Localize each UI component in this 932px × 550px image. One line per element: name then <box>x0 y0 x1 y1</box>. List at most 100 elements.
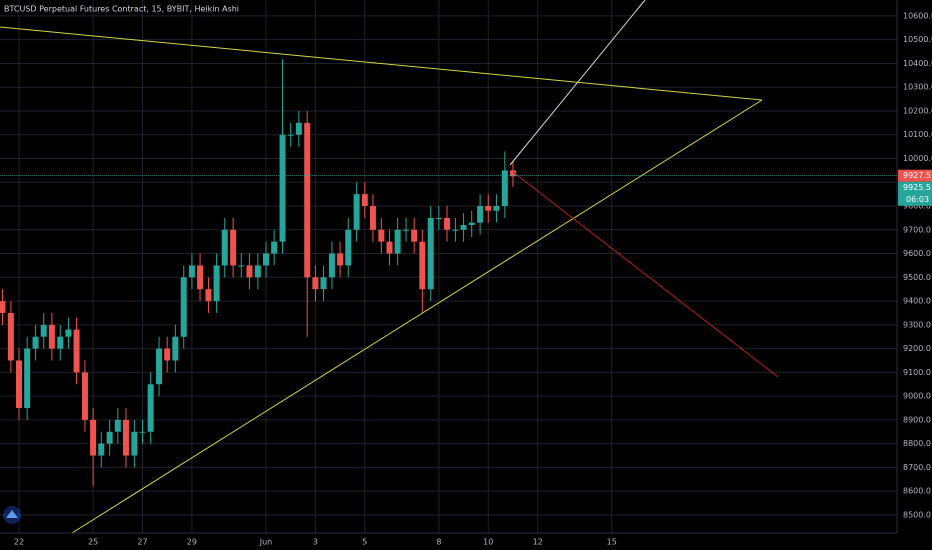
candle-body <box>369 206 376 230</box>
candle-body <box>287 134 294 136</box>
y-tick-label: 9600.0 <box>903 249 931 258</box>
candle-body <box>271 241 278 254</box>
mark-price-label: 9925.5 <box>903 183 931 192</box>
y-tick-label: 10600.0 <box>903 11 932 20</box>
x-tick-label: 5 <box>362 538 367 547</box>
x-tick-label: 10 <box>483 538 493 547</box>
last-price-tag <box>898 169 932 182</box>
trendline-upper[interactable] <box>0 26 763 101</box>
y-tick-label: 9100.0 <box>903 368 931 377</box>
candle-body <box>40 324 47 337</box>
candle-body <box>295 122 302 135</box>
x-tick-label: 15 <box>607 538 617 547</box>
candle-body <box>238 265 245 267</box>
candle-body <box>0 301 6 313</box>
y-tick-label: 8700.0 <box>903 463 931 472</box>
candle-body <box>328 253 335 278</box>
axes: 8500.0 8600.0 8700.0 8800.0 8900.0 9000.0 9100… <box>0 11 932 547</box>
y-tick-label: 9500.0 <box>903 273 931 282</box>
y-tick-label: 8800.0 <box>903 439 931 448</box>
last-price-label: 9927.5 <box>903 171 931 180</box>
x-tick-label: 8 <box>436 538 441 547</box>
candle-body <box>279 134 286 242</box>
candle-body <box>48 324 55 349</box>
x-tick-label: 27 <box>137 538 147 547</box>
candle-body <box>419 241 426 290</box>
y-tick-label: 10100.0 <box>903 130 932 139</box>
y-tick-label: 8900.0 <box>903 415 931 424</box>
candle-body <box>164 348 171 361</box>
candle-body <box>386 241 393 254</box>
candle-body <box>403 229 410 231</box>
price-axis <box>897 0 932 550</box>
candle-body <box>468 222 475 226</box>
candle-body <box>262 253 269 266</box>
y-tick-label: 10300.0 <box>903 83 932 92</box>
x-tick-label: 3 <box>313 538 318 547</box>
y-tick-label: 10400.0 <box>903 59 932 68</box>
candle-body <box>32 336 39 349</box>
y-tick-label: 8500.0 <box>903 510 931 519</box>
candle-body <box>57 336 64 349</box>
candle-body <box>24 348 31 409</box>
chart-title: BTCUSD Perpetual Futures Contract, 15, B… <box>4 5 239 14</box>
candle-body <box>197 265 204 290</box>
candle-body <box>485 206 492 211</box>
projection-line-down[interactable] <box>512 171 779 378</box>
y-tick-label: 9300.0 <box>903 320 931 329</box>
logo-icon <box>6 510 18 518</box>
y-tick-label: 9200.0 <box>903 344 931 353</box>
y-tick-label: 9400.0 <box>903 297 931 306</box>
candle-body <box>254 265 261 278</box>
candle-body <box>205 289 212 302</box>
candle-body <box>444 217 451 230</box>
candle-body <box>122 419 129 456</box>
mark-price-tag <box>898 181 932 206</box>
candle-body <box>221 229 228 266</box>
candle-body <box>114 419 121 432</box>
trendline-lower[interactable] <box>71 99 763 534</box>
candle-body <box>172 336 179 361</box>
x-tick-label: 29 <box>187 538 197 547</box>
candle-body <box>411 229 418 242</box>
candle-body <box>81 372 88 420</box>
y-tick-label: 10500.0 <box>903 35 932 44</box>
candle-body <box>139 431 146 433</box>
y-tick-label: 9000.0 <box>903 392 931 401</box>
candle-body <box>73 329 80 373</box>
candle-body <box>427 217 434 290</box>
grid <box>0 0 897 533</box>
candle-body <box>337 253 344 266</box>
candle-body <box>98 443 105 456</box>
projection-line-up[interactable] <box>509 0 646 166</box>
candle-body <box>378 229 385 242</box>
candle-body <box>394 229 401 254</box>
candle-body <box>361 194 368 207</box>
candle-body <box>230 229 237 266</box>
y-tick-label: 9800.0 <box>903 202 931 211</box>
candle-body <box>435 217 442 219</box>
y-tick-label: 8600.0 <box>903 487 931 496</box>
y-tick-label: 10000.0 <box>903 154 932 163</box>
candle-body <box>509 170 516 177</box>
candle-body <box>147 384 154 432</box>
candle-body <box>452 229 459 231</box>
candle-body <box>90 419 97 456</box>
candle-body <box>246 265 253 278</box>
y-tick-label: 10200.0 <box>903 106 932 115</box>
candle-body <box>353 194 360 230</box>
candle-body <box>106 431 113 444</box>
candle-body <box>213 265 220 302</box>
candle-body <box>7 312 14 361</box>
candle-body <box>16 360 23 409</box>
candle-body <box>493 206 500 211</box>
countdown-label: 06:03 <box>906 195 929 204</box>
candle-body <box>131 431 138 456</box>
x-tick-label: 22 <box>14 538 24 547</box>
candle-body <box>312 277 319 290</box>
candle-body <box>65 329 72 337</box>
candle-body <box>477 206 484 223</box>
candle-body <box>304 122 311 278</box>
x-tick-label: 12 <box>533 538 543 547</box>
